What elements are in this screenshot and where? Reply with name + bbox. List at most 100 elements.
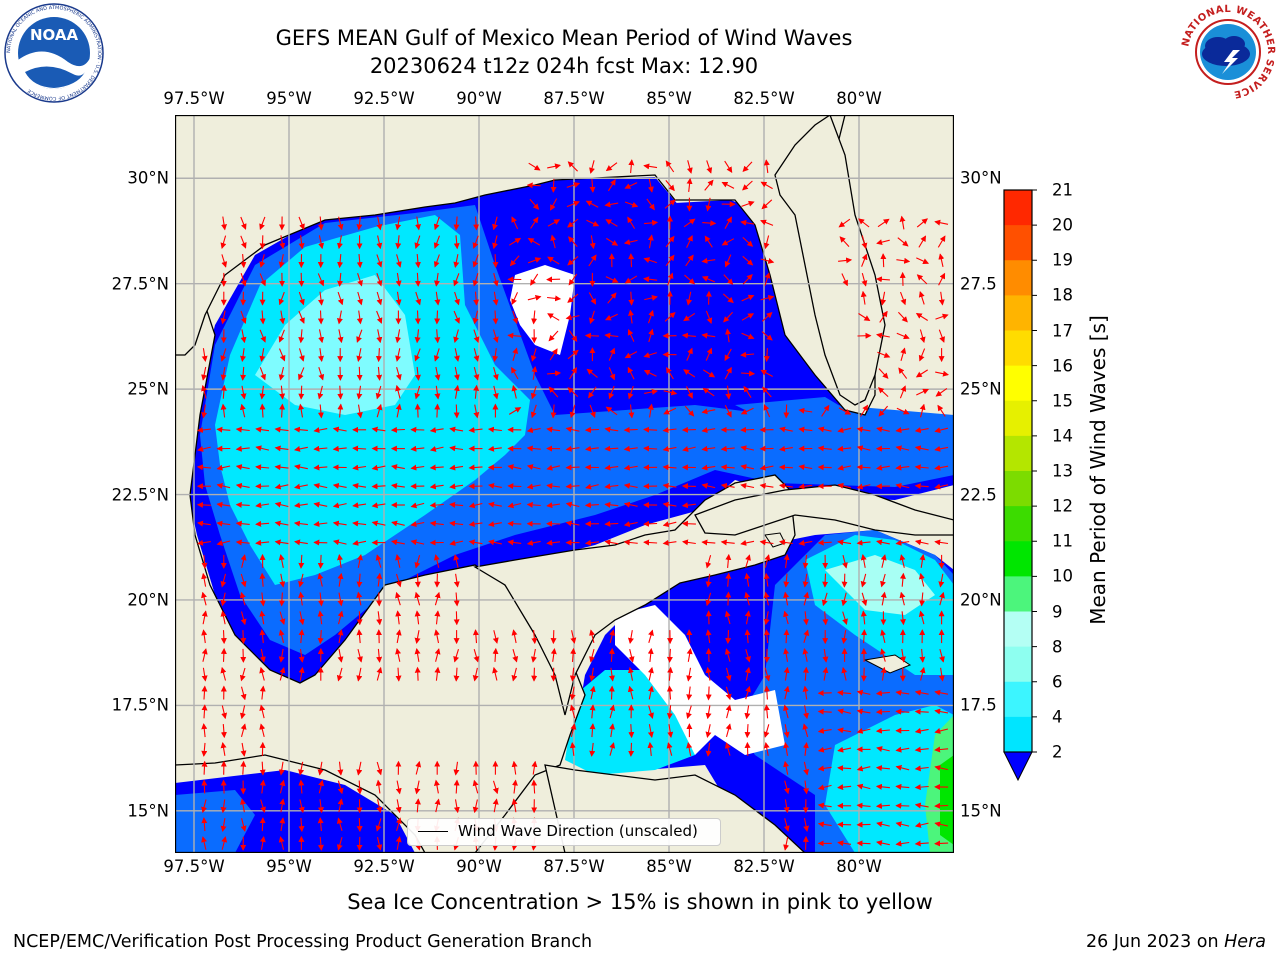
wind-arrow xyxy=(278,648,285,663)
wind-arrow xyxy=(938,329,945,343)
wind-arrow xyxy=(259,704,266,719)
wind-arrow xyxy=(763,611,770,626)
wind-arrow xyxy=(492,348,499,362)
wind-arrow xyxy=(274,539,289,546)
wind-arrow xyxy=(875,765,890,772)
wind-arrow xyxy=(216,501,231,508)
wind-arrow xyxy=(803,629,810,643)
wind-arrow xyxy=(760,219,774,226)
wind-arrow xyxy=(584,332,599,339)
colorbar-tick-label: 17 xyxy=(1052,321,1073,340)
wind-arrow xyxy=(880,554,887,568)
wind-arrow xyxy=(701,427,716,434)
wind-arrow xyxy=(434,329,441,344)
wind-arrow xyxy=(511,798,518,813)
wind-arrow xyxy=(918,291,925,305)
wind-arrow xyxy=(817,708,832,715)
wind-arrow xyxy=(895,427,910,433)
wind-arrow xyxy=(763,572,770,587)
wind-arrow xyxy=(740,219,755,226)
wind-arrow xyxy=(546,483,561,489)
pacific-light-blue xyxy=(175,790,255,853)
wind-arrow xyxy=(875,708,890,715)
wind-arrow xyxy=(240,385,247,400)
wind-arrow xyxy=(376,235,383,250)
colorbar-segment xyxy=(1004,471,1032,507)
wind-arrow xyxy=(434,310,441,325)
wind-arrow xyxy=(376,572,383,587)
wind-arrow xyxy=(220,310,227,325)
wind-arrow xyxy=(725,630,732,645)
wind-arrow xyxy=(453,273,460,287)
wind-arrow xyxy=(722,293,734,304)
wind-arrow xyxy=(235,539,250,546)
colorbar-tick-label: 19 xyxy=(1052,250,1073,270)
lat-tick-label-right: 30°N xyxy=(960,168,1002,188)
wind-arrow xyxy=(918,610,925,625)
wind-arrow xyxy=(803,591,810,606)
lat-tick-label-left: 30°N xyxy=(127,168,169,188)
wind-arrow xyxy=(589,667,596,682)
wind-arrow xyxy=(488,501,502,508)
wind-arrow xyxy=(376,611,383,626)
wind-arrow xyxy=(453,592,460,607)
wind-arrow xyxy=(663,407,677,415)
wind-arrow xyxy=(395,799,402,814)
wind-arrow xyxy=(875,783,890,790)
wind-arrow xyxy=(724,254,732,268)
wind-arrow xyxy=(240,329,247,344)
wind-arrow xyxy=(259,254,266,268)
wind-arrow xyxy=(740,539,755,546)
wind-arrow xyxy=(546,539,561,546)
wind-arrow xyxy=(201,610,208,625)
wind-arrow xyxy=(589,235,596,250)
wind-arrow xyxy=(216,464,231,471)
wind-arrow xyxy=(919,329,926,344)
wind-arrow xyxy=(201,384,207,399)
wind-arrow xyxy=(609,723,615,738)
wind-wave-direction-arrows xyxy=(196,159,949,851)
wind-arrow xyxy=(216,426,231,433)
wind-arrow xyxy=(858,218,870,228)
wind-arrow xyxy=(623,521,638,528)
colorbar-segment xyxy=(1004,225,1032,261)
wind-arrow xyxy=(395,817,402,832)
wind-arrow xyxy=(647,724,654,738)
wind-arrow xyxy=(568,330,578,343)
wind-arrow xyxy=(395,554,401,568)
wind-arrow xyxy=(376,648,383,663)
wind-arrow xyxy=(550,648,557,662)
wind-arrow xyxy=(274,464,289,471)
wind-arrow xyxy=(317,273,325,287)
wind-arrow xyxy=(643,445,658,452)
wind-arrow xyxy=(745,649,751,663)
wind-arrow xyxy=(472,254,479,268)
wind-arrow xyxy=(817,765,832,772)
wind-arrow xyxy=(529,198,540,210)
wind-arrow xyxy=(235,501,250,508)
wind-arrow xyxy=(259,367,266,381)
wind-arrow xyxy=(415,291,422,306)
wind-arrow xyxy=(686,291,693,306)
wind-arrow xyxy=(934,728,949,734)
wind-arrow xyxy=(298,216,305,231)
wind-arrow xyxy=(861,253,868,267)
wind-arrow xyxy=(317,385,324,400)
wind-arrow xyxy=(259,385,266,400)
wind-arrow xyxy=(589,648,595,663)
wind-arrow xyxy=(914,727,929,734)
wind-arrow xyxy=(783,780,790,795)
wind-arrow xyxy=(647,403,654,418)
wind-arrow xyxy=(391,539,405,546)
wind-arrow xyxy=(644,388,658,395)
wind-arrow xyxy=(220,779,227,794)
wind-arrow xyxy=(584,502,599,509)
wind-arrow xyxy=(274,426,289,433)
wind-arrow xyxy=(336,667,343,682)
wind-arrow xyxy=(449,426,464,433)
wind-arrow xyxy=(298,291,305,306)
wind-arrow xyxy=(255,445,270,452)
wind-arrow xyxy=(856,445,871,452)
sea-ice-note: Sea Ice Concentration > 15% is shown in … xyxy=(347,890,933,914)
wind-arrow xyxy=(511,760,518,775)
